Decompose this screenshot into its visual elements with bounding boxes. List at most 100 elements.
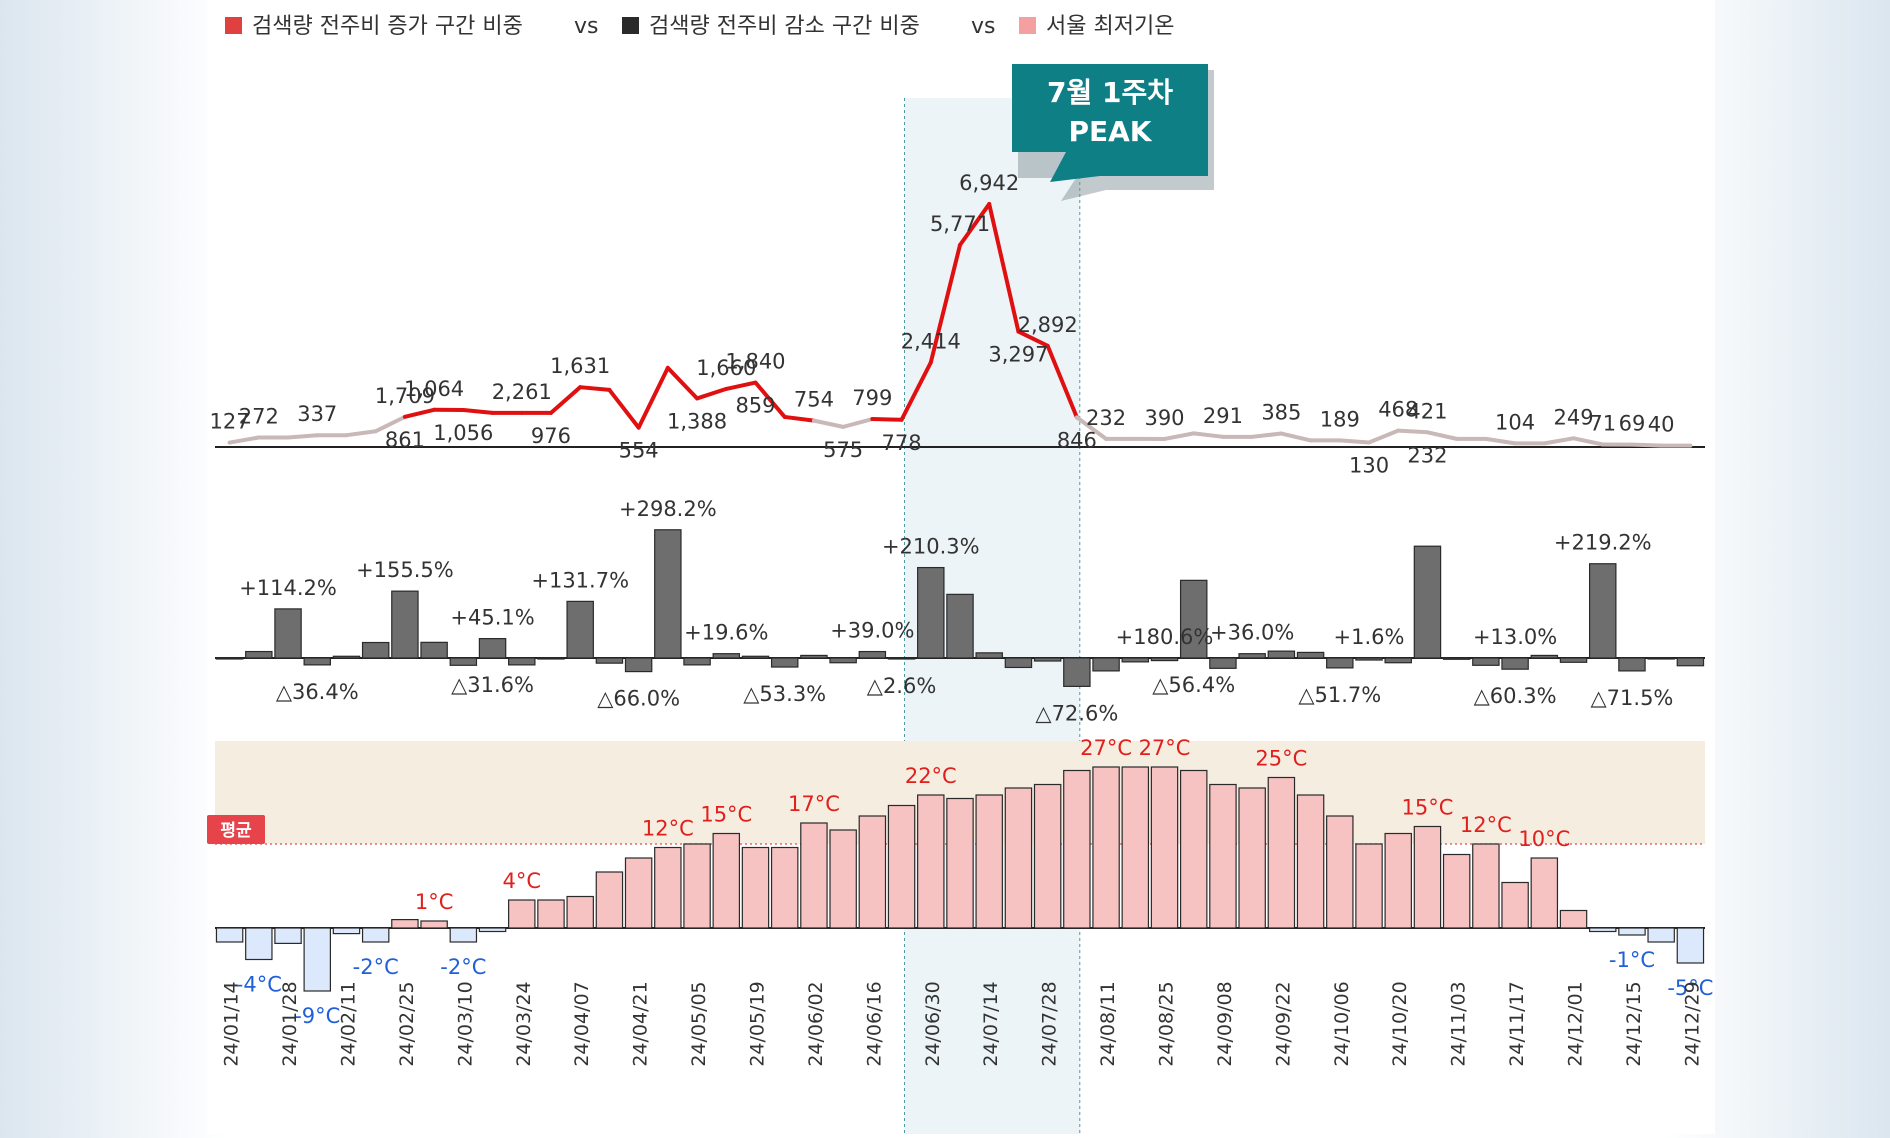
wow-data-label: +210.3% bbox=[882, 535, 980, 559]
volume-data-label: 421 bbox=[1407, 399, 1447, 423]
wow-bar bbox=[713, 654, 739, 658]
wow-data-label: △2.6% bbox=[867, 674, 937, 698]
x-tick-label: 24/06/02 bbox=[805, 981, 827, 1066]
x-tick-label: 24/06/16 bbox=[863, 981, 885, 1066]
temp-bar bbox=[1005, 788, 1031, 928]
volume-data-label: 799 bbox=[852, 386, 892, 410]
temp-bar bbox=[1297, 795, 1323, 928]
volume-data-label: 249 bbox=[1553, 405, 1593, 429]
x-tick-label: 24/12/01 bbox=[1565, 981, 1587, 1066]
volume-line-segment bbox=[463, 410, 492, 413]
wow-bar bbox=[1677, 658, 1703, 666]
wow-data-label: +114.2% bbox=[239, 576, 337, 600]
volume-line-segment bbox=[1340, 440, 1369, 442]
temp-data-label: 27°C bbox=[1080, 736, 1132, 760]
wow-bar bbox=[1151, 658, 1177, 661]
temp-bar bbox=[1210, 785, 1236, 929]
wow-bar bbox=[275, 609, 301, 658]
temp-bar bbox=[976, 795, 1002, 928]
temp-bar bbox=[1093, 767, 1119, 928]
x-tick-label: 24/11/17 bbox=[1506, 981, 1528, 1066]
x-tick-label: 24/02/25 bbox=[396, 981, 418, 1066]
temp-bar bbox=[801, 823, 827, 928]
wow-data-label: △60.3% bbox=[1474, 684, 1557, 708]
wow-bar bbox=[421, 642, 447, 658]
volume-data-label: 778 bbox=[882, 431, 922, 455]
temp-data-label: 17°C bbox=[788, 792, 840, 816]
temp-bar bbox=[918, 795, 944, 928]
temp-bar bbox=[450, 928, 476, 942]
wow-bar bbox=[304, 658, 330, 665]
wow-bar bbox=[363, 643, 389, 658]
temp-bar bbox=[1502, 883, 1528, 929]
temp-bar bbox=[1268, 778, 1294, 929]
x-tick-label: 24/12/15 bbox=[1623, 981, 1645, 1066]
volume-data-label: 1,064 bbox=[404, 377, 464, 401]
volume-data-label: 71 bbox=[1589, 412, 1616, 436]
volume-line-segment bbox=[872, 419, 901, 420]
wow-bar bbox=[246, 652, 272, 658]
wow-data-label: △71.5% bbox=[1591, 686, 1674, 710]
wow-bar bbox=[830, 658, 856, 663]
temp-data-label: 27°C bbox=[1139, 736, 1191, 760]
volume-line-segment bbox=[1632, 445, 1661, 446]
wow-bar bbox=[216, 658, 242, 659]
volume-data-label: 104 bbox=[1495, 410, 1535, 434]
wow-data-label: △51.7% bbox=[1298, 683, 1381, 707]
wow-data-label: +298.2% bbox=[619, 497, 717, 521]
wow-data-label: +13.0% bbox=[1473, 625, 1557, 649]
temp-bar bbox=[1444, 855, 1470, 929]
wow-bar bbox=[1444, 658, 1470, 659]
temp-bar bbox=[742, 848, 768, 929]
wow-bar bbox=[888, 658, 914, 659]
temp-bar bbox=[421, 921, 447, 928]
temp-bar bbox=[1181, 771, 1207, 929]
wow-bar bbox=[1122, 658, 1148, 662]
temp-data-label: -1°C bbox=[1609, 948, 1655, 972]
temp-data-label: 10°C bbox=[1518, 827, 1570, 851]
temp-data-label: 25°C bbox=[1255, 747, 1307, 771]
temp-bar bbox=[1648, 928, 1674, 942]
x-tick-label: 24/06/30 bbox=[922, 981, 944, 1066]
volume-data-label: 1,388 bbox=[667, 409, 727, 433]
volume-line-segment bbox=[580, 387, 609, 390]
volume-data-label: 232 bbox=[1407, 443, 1447, 467]
wow-bar bbox=[596, 658, 622, 663]
wow-data-label: △56.4% bbox=[1152, 673, 1235, 697]
volume-data-label: 2,414 bbox=[901, 330, 961, 354]
wow-bar bbox=[742, 656, 768, 658]
wow-bar bbox=[1093, 658, 1119, 671]
temp-bar bbox=[567, 897, 593, 929]
volume-data-label: 846 bbox=[1057, 428, 1097, 452]
volume-data-label: 1,631 bbox=[550, 354, 610, 378]
x-tick-label: 24/07/28 bbox=[1039, 981, 1061, 1066]
wow-data-label: +1.6% bbox=[1334, 625, 1405, 649]
wow-bar bbox=[1560, 658, 1586, 662]
wow-bar bbox=[538, 658, 564, 659]
wow-bar bbox=[772, 658, 798, 667]
volume-data-label: 976 bbox=[531, 424, 571, 448]
temp-bar bbox=[772, 848, 798, 929]
temp-bar bbox=[1122, 767, 1148, 928]
temp-bar bbox=[363, 928, 389, 942]
volume-data-label: 40 bbox=[1648, 413, 1675, 437]
x-tick-label: 24/05/05 bbox=[688, 981, 710, 1066]
volume-data-label: 232 bbox=[1086, 406, 1126, 430]
wow-data-label: +131.7% bbox=[531, 568, 629, 592]
temp-data-label: -9°C bbox=[294, 1004, 340, 1028]
temp-data-label: 12°C bbox=[1460, 813, 1512, 837]
volume-data-label: 575 bbox=[823, 438, 863, 462]
wow-bar bbox=[625, 658, 651, 672]
temp-bar bbox=[333, 928, 359, 934]
volume-data-label: 861 bbox=[385, 428, 425, 452]
x-tick-label: 24/10/20 bbox=[1389, 981, 1411, 1066]
wow-bar bbox=[479, 639, 505, 658]
temp-bar bbox=[216, 928, 242, 942]
wow-bar bbox=[1619, 658, 1645, 671]
x-tick-label: 24/01/28 bbox=[279, 981, 301, 1066]
wow-bar bbox=[801, 655, 827, 658]
temp-bar bbox=[1590, 928, 1616, 932]
volume-data-label: 754 bbox=[794, 388, 834, 412]
legend-swatch bbox=[225, 17, 242, 34]
volume-data-label: 291 bbox=[1203, 404, 1243, 428]
